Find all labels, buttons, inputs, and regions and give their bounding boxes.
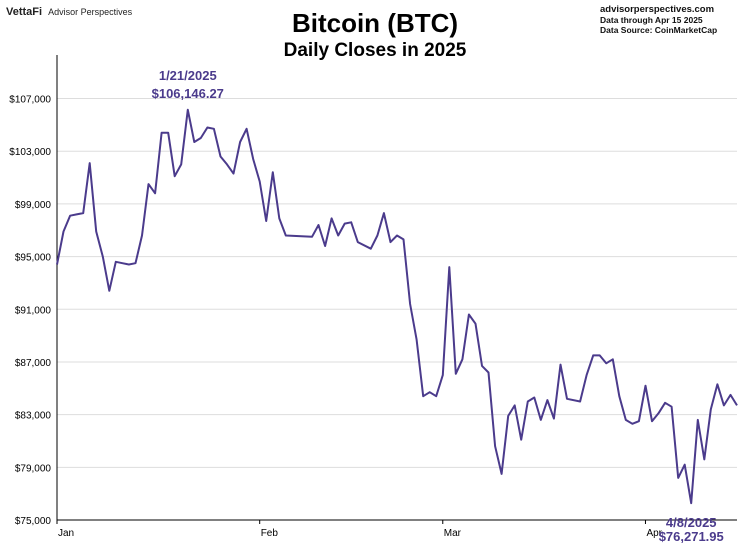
x-tick-label: Mar <box>444 528 462 539</box>
y-tick-label: $103,000 <box>9 147 51 158</box>
x-tick-label: Jan <box>58 528 74 539</box>
y-tick-label: $91,000 <box>15 305 52 316</box>
source-note: advisorperspectives.com Data through Apr… <box>600 4 746 36</box>
source-data: Data Source: CoinMarketCap <box>600 25 718 35</box>
y-tick-label: $107,000 <box>9 95 51 106</box>
axes: $75,000 $79,000 $83,000 $87,000 $91,000 $95,0… <box>9 55 737 539</box>
annotation-date: 4/8/2025 <box>666 515 717 530</box>
brand-name: VettaFi <box>6 6 43 18</box>
brand-logo: VettaFi Advisor Perspectives <box>6 6 132 18</box>
source-through: Data through Apr 15 2025 <box>600 15 703 25</box>
series-layer <box>56 108 738 505</box>
btc-price-line <box>56 108 738 505</box>
y-tick-label: $95,000 <box>15 253 52 264</box>
brand-subtitle: Advisor Perspectives <box>48 7 133 17</box>
x-tick-label: Feb <box>261 528 279 539</box>
annotation-value: $106,146.27 <box>152 86 224 101</box>
y-tick-label: $75,000 <box>15 516 52 527</box>
annotations: 1/21/2025 $106,146.27 4/8/2025$76,271.95 <box>152 68 724 544</box>
x-tick-label: Apr <box>646 528 662 539</box>
annotation-date: 1/21/2025 <box>159 68 217 83</box>
gridlines <box>57 98 737 521</box>
y-tick-label: $83,000 <box>15 411 52 422</box>
y-tick-label: $99,000 <box>15 200 52 211</box>
chart-title: Bitcoin (BTC) <box>291 8 459 38</box>
chart-subtitle: Daily Closes in 2025 <box>283 40 467 61</box>
y-tick-label: $87,000 <box>15 358 52 369</box>
source-site: advisorperspectives.com <box>600 4 715 15</box>
annotation-value: $76,271.95 <box>659 529 724 544</box>
y-tick-label: $79,000 <box>15 463 52 474</box>
